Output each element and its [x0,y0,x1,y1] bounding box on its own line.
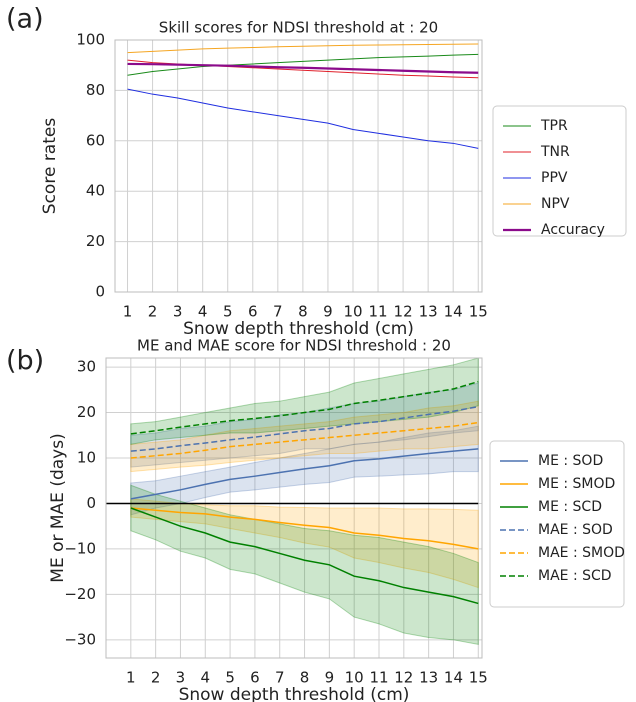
y-tick-label: 40 [86,182,105,200]
x-tick-label: 8 [298,303,308,321]
x-tick-label: 13 [419,669,438,687]
legend-label: PPV [541,170,568,186]
series-line [127,53,479,76]
series-line [130,421,479,459]
x-tick-label: 7 [275,669,285,687]
x-tick-label: 14 [444,303,463,321]
y-tick-label: −10 [64,539,96,557]
x-tick-label: 10 [343,303,362,321]
x-tick-label: 15 [469,303,488,321]
y-tick-label: 0 [95,283,105,301]
x-axis-label: Snow depth threshold (cm) [183,319,414,339]
legend-label: TNR [540,144,570,160]
x-tick-label: 14 [444,669,463,687]
chart-title: ME and MAE score for NDSI threshold : 20 [137,337,451,355]
x-tick-label: 13 [419,303,438,321]
x-tick-label: 2 [151,669,161,687]
x-axis-label: Snow depth threshold (cm) [179,685,410,702]
error-band [130,357,479,445]
x-tick-label: 12 [394,303,413,321]
x-tick-label: 4 [201,669,211,687]
legend-label: ME : SOD [538,453,603,469]
x-tick-label: 15 [469,669,488,687]
legend-label: NPV [541,196,570,212]
y-tick-label: 20 [77,403,96,421]
legend-label: ME : SMOD [538,476,615,492]
x-tick-label: 8 [300,669,310,687]
x-tick-label: 9 [325,669,335,687]
plot-frame [105,357,483,659]
x-tick-label: 5 [223,303,233,321]
x-tick-label: 1 [126,669,136,687]
y-tick-label: −20 [64,585,96,603]
y-tick-label: −30 [64,630,96,648]
error-band [130,498,479,589]
chart-title: Skill scores for NDSI threshold at : 20 [159,19,438,37]
error-band [130,400,479,473]
y-tick-label: 60 [86,131,105,149]
legend: ME : SOD ME : SMOD ME : SCD MAE : SOD MAE : … [489,440,625,608]
legend-label: MAE : SCD [538,568,612,584]
error-band [130,382,479,468]
plot-frame [114,39,483,293]
series-line [127,88,479,149]
plot-area [106,358,482,658]
x-tick-label: 6 [248,303,258,321]
series-line [130,380,479,435]
x-tick-label: 1 [123,303,133,321]
y-tick-label: 30 [77,358,96,376]
x-tick-label: 2 [148,303,158,321]
x-tick-label: 6 [250,669,260,687]
legend: TPR TNR PPV NPV Accuracy [492,105,627,238]
plot-area [115,40,482,292]
x-tick-label: 4 [198,303,208,321]
legend-label: MAE : SMOD [538,545,625,561]
y-tick-label: 100 [76,31,105,49]
series-line [130,405,479,452]
y-tick-label: 20 [86,232,105,250]
y-tick-label: 0 [86,494,96,512]
panel-label: (b) [6,346,44,377]
x-tick-label: 9 [323,303,333,321]
panel-label: (a) [6,4,44,35]
x-tick-label: 3 [173,303,183,321]
x-tick-label: 10 [345,669,364,687]
series-line [130,448,479,500]
x-tick-label: 5 [225,669,235,687]
legend-label: ME : SCD [538,499,602,515]
series-line [127,62,479,74]
series-line [130,507,479,550]
x-tick-label: 3 [176,669,186,687]
y-tick-label: 80 [86,81,105,99]
x-tick-label: 11 [369,669,388,687]
series-line [127,43,479,54]
y-tick-label: 10 [77,449,96,467]
legend-label: TPR [540,118,568,134]
series-line [130,507,479,605]
x-tick-label: 12 [394,669,413,687]
legend-label: MAE : SOD [538,522,613,538]
y-axis-label: Score rates [40,118,60,215]
legend-label: Accuracy [541,222,605,238]
x-tick-label: 7 [273,303,283,321]
legend-box [489,440,625,608]
y-axis-label: ME or MAE (days) [48,433,68,582]
error-band [130,425,479,516]
x-tick-label: 11 [368,303,387,321]
